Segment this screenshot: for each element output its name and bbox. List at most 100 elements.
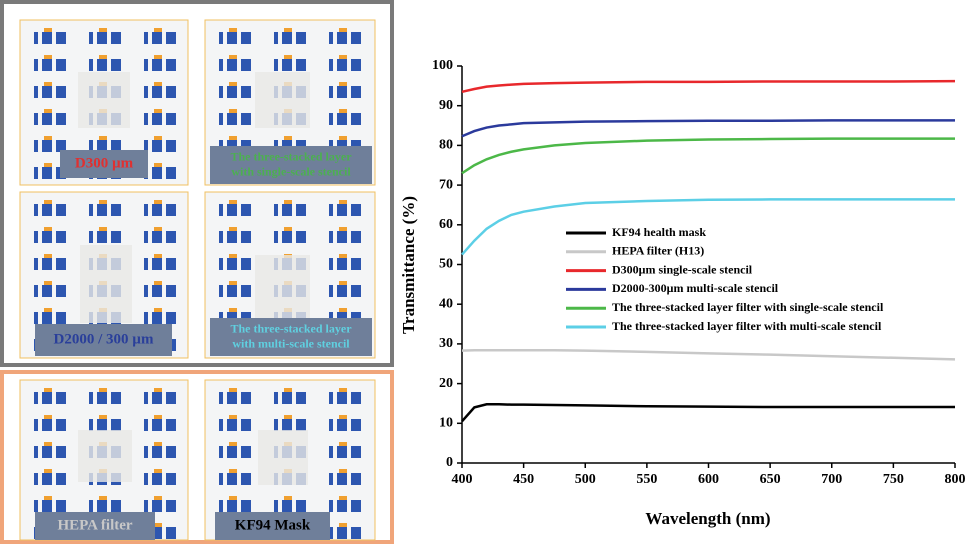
logo-bar bbox=[144, 312, 148, 324]
logo bbox=[329, 523, 361, 539]
logo-bar bbox=[44, 82, 52, 86]
logo-bar bbox=[144, 473, 148, 485]
logo-bar bbox=[337, 446, 347, 458]
logo-bar bbox=[219, 500, 223, 512]
logo-bar bbox=[166, 86, 176, 98]
y-axis-label: Transmittance (%) bbox=[399, 196, 418, 334]
panel-label: The three-stacked layer bbox=[230, 149, 352, 163]
logo-bar bbox=[152, 258, 162, 270]
logo-bar bbox=[34, 500, 38, 512]
label-box bbox=[35, 512, 155, 540]
series-line bbox=[461, 119, 955, 138]
logo-bar bbox=[152, 167, 162, 179]
logo-bar bbox=[42, 32, 52, 44]
logo bbox=[274, 55, 306, 71]
logo-bar bbox=[42, 231, 52, 243]
logo-bar bbox=[339, 496, 347, 500]
logo-bar bbox=[227, 419, 237, 431]
logo-bar bbox=[284, 496, 292, 500]
logo-bar bbox=[329, 527, 333, 539]
y-tick-label: 60 bbox=[439, 217, 453, 232]
series-line bbox=[461, 402, 955, 423]
logo-bar bbox=[56, 59, 66, 71]
logo-bar bbox=[111, 140, 121, 152]
logo bbox=[34, 388, 66, 404]
logo-bar bbox=[337, 204, 347, 216]
logo-bar bbox=[351, 231, 361, 243]
logo bbox=[219, 227, 251, 243]
logo-bar bbox=[152, 500, 162, 512]
series-line bbox=[461, 198, 955, 256]
logo-bar bbox=[284, 415, 292, 419]
logo bbox=[219, 388, 251, 404]
logo bbox=[329, 200, 361, 216]
logo-bar bbox=[284, 227, 292, 231]
logo bbox=[219, 200, 251, 216]
panel-label: D300 µm bbox=[75, 155, 134, 171]
logo-bar bbox=[351, 500, 361, 512]
logo-bar bbox=[34, 231, 38, 243]
logo-bar bbox=[97, 204, 107, 216]
logo-bar bbox=[229, 496, 237, 500]
logo bbox=[89, 136, 121, 152]
logo-bar bbox=[229, 28, 237, 32]
logo-bar bbox=[34, 419, 38, 431]
logo-bar bbox=[284, 136, 292, 140]
logo-bar bbox=[282, 500, 292, 512]
logo bbox=[34, 109, 66, 125]
logo-bar bbox=[154, 136, 162, 140]
logo-bar bbox=[56, 312, 66, 324]
logo-bar bbox=[44, 442, 52, 446]
logo-bar bbox=[56, 392, 66, 404]
logo-bar bbox=[44, 388, 52, 392]
logo-bar bbox=[229, 388, 237, 392]
sample bbox=[78, 72, 130, 128]
logo-bar bbox=[97, 419, 107, 431]
x-tick-label: 450 bbox=[513, 472, 534, 487]
x-tick-label: 750 bbox=[883, 472, 904, 487]
logo-bar bbox=[166, 446, 176, 458]
logo bbox=[219, 28, 251, 44]
logo-bar bbox=[227, 258, 237, 270]
logo-bar bbox=[166, 392, 176, 404]
logo-bar bbox=[219, 446, 223, 458]
logo-bar bbox=[339, 254, 347, 258]
logo bbox=[34, 442, 66, 458]
logo-bar bbox=[166, 258, 176, 270]
logo-bar bbox=[351, 446, 361, 458]
sample bbox=[255, 72, 310, 128]
logo-bar bbox=[329, 285, 333, 297]
logo bbox=[34, 82, 66, 98]
logo-bar bbox=[89, 231, 93, 243]
logo-bar bbox=[329, 113, 333, 125]
logo-bar bbox=[282, 59, 292, 71]
logo-bar bbox=[154, 469, 162, 473]
logo-bar bbox=[284, 200, 292, 204]
logo-bar bbox=[229, 136, 237, 140]
logo-bar bbox=[152, 473, 162, 485]
logo-bar bbox=[227, 231, 237, 243]
logo-bar bbox=[241, 285, 251, 297]
logo-bar bbox=[152, 527, 162, 539]
logo-bar bbox=[42, 446, 52, 458]
logo bbox=[219, 469, 251, 485]
series-line bbox=[461, 137, 955, 175]
logo-bar bbox=[329, 446, 333, 458]
logo-bar bbox=[166, 113, 176, 125]
logo-bar bbox=[44, 55, 52, 59]
logo-bar bbox=[34, 446, 38, 458]
logo-bar bbox=[337, 231, 347, 243]
logo bbox=[34, 469, 66, 485]
logo-bar bbox=[56, 258, 66, 270]
logo-bar bbox=[34, 32, 38, 44]
logo-bar bbox=[229, 109, 237, 113]
logo bbox=[329, 227, 361, 243]
logo bbox=[144, 254, 176, 270]
logo-bar bbox=[99, 28, 107, 32]
y-tick-label: 30 bbox=[439, 336, 453, 351]
logo-bar bbox=[97, 59, 107, 71]
logo-bar bbox=[166, 312, 176, 324]
logo-bar bbox=[351, 392, 361, 404]
logo-bar bbox=[337, 527, 347, 539]
